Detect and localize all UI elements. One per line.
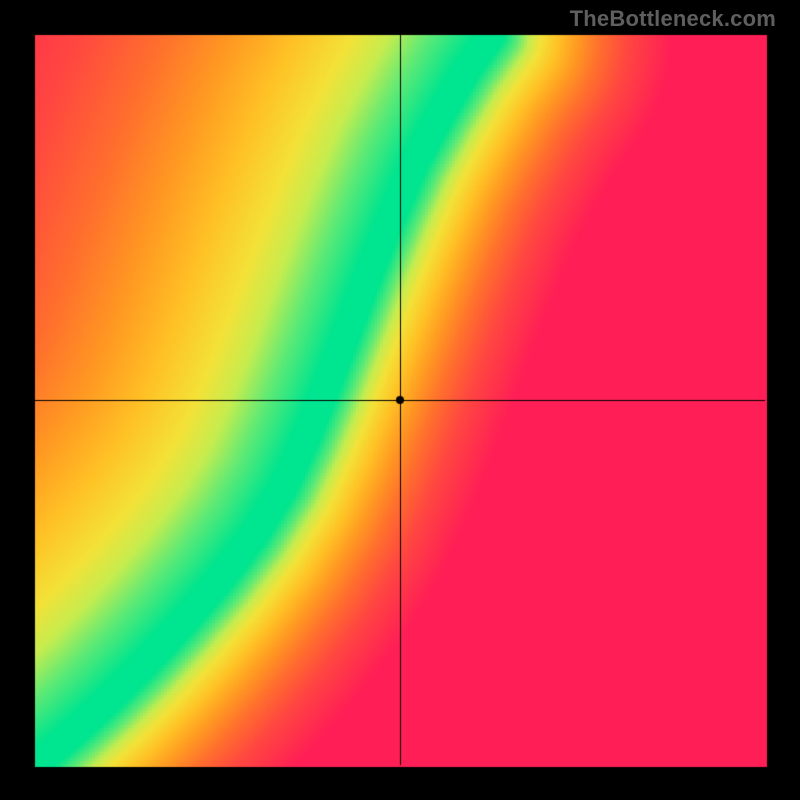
chart-container: TheBottleneck.com (0, 0, 800, 800)
watermark-text: TheBottleneck.com (570, 6, 776, 32)
heatmap-canvas (0, 0, 800, 800)
